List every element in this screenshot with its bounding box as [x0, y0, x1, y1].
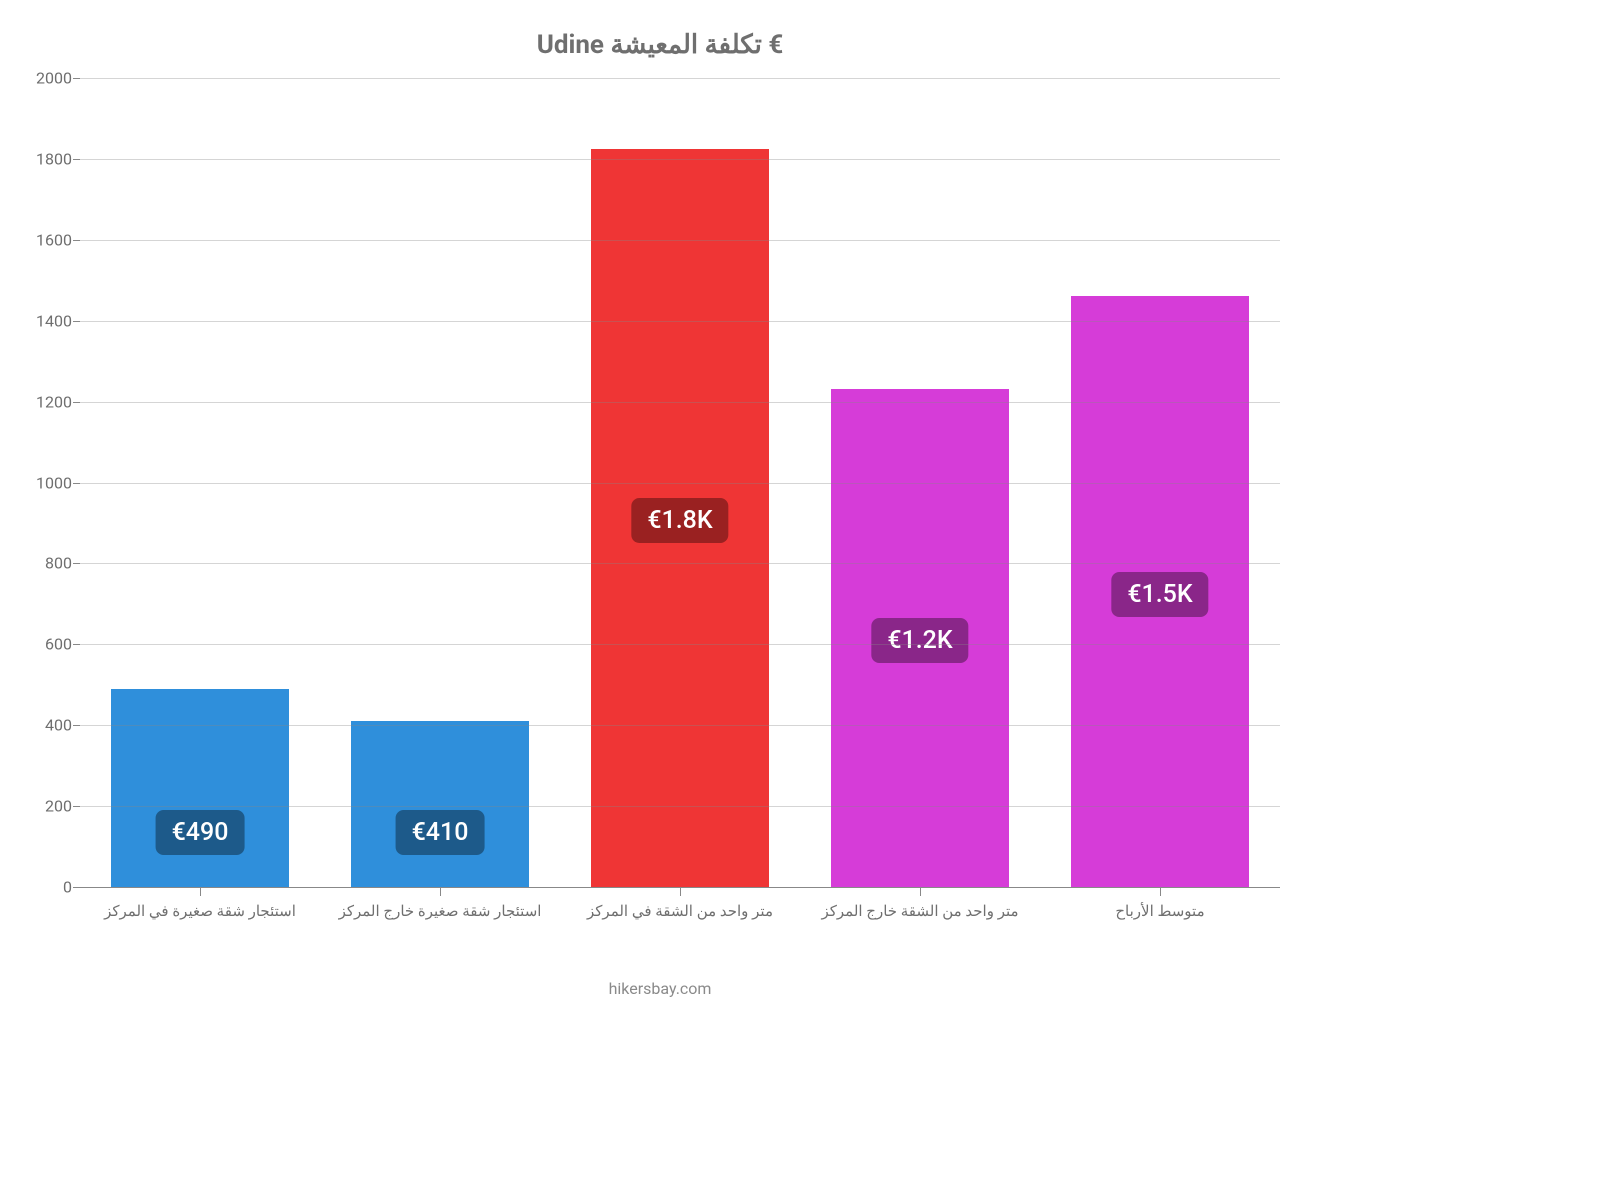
xtick: استئجار شقة صغيرة في المركز — [80, 902, 320, 920]
ytick-mark — [73, 725, 80, 726]
ytick-label: 1000 — [24, 473, 72, 492]
gridline — [80, 644, 1280, 645]
ytick-mark — [73, 563, 80, 564]
bar: €1.5K — [1071, 296, 1249, 887]
bar: €490 — [111, 689, 289, 887]
ytick-label: 0 — [24, 878, 72, 897]
ytick-label: 200 — [24, 797, 72, 816]
gridline — [80, 563, 1280, 564]
bar-value-label: €1.8K — [631, 498, 728, 543]
cost-of-living-chart: € تكلفة المعيشة Udine €490 €410 €1.8K €1.2K… — [20, 20, 1300, 1020]
bar: €1.2K — [831, 389, 1009, 887]
ytick-mark — [73, 159, 80, 160]
attribution-text: hikersbay.com — [20, 979, 1300, 998]
ytick-label: 1400 — [24, 311, 72, 330]
ytick-mark — [73, 806, 80, 807]
bar-value-label: €490 — [156, 810, 245, 855]
xtick: متر واحد من الشقة في المركز — [560, 902, 800, 920]
ytick-label: 2000 — [24, 69, 72, 88]
bar-value-label: €410 — [396, 810, 485, 855]
gridline — [80, 78, 1280, 79]
ytick-label: 600 — [24, 635, 72, 654]
ytick-mark — [73, 483, 80, 484]
ytick-label: 1800 — [24, 149, 72, 168]
xtick-label: متوسط الأرباح — [1040, 902, 1280, 920]
gridline — [80, 321, 1280, 322]
xtick-label: متر واحد من الشقة في المركز — [560, 902, 800, 920]
ytick-label: 800 — [24, 554, 72, 573]
ytick-label: 400 — [24, 716, 72, 735]
gridline — [80, 240, 1280, 241]
ytick-label: 1200 — [24, 392, 72, 411]
ytick-mark — [73, 321, 80, 322]
gridline — [80, 483, 1280, 484]
bar-value-label: €1.5K — [1111, 572, 1208, 617]
bar-value-label: €1.2K — [871, 618, 968, 663]
gridline — [80, 159, 1280, 160]
ytick-label: 1600 — [24, 230, 72, 249]
bar: €1.8K — [591, 149, 769, 887]
xtick-label: استئجار شقة صغيرة في المركز — [80, 902, 320, 920]
xtick: متوسط الأرباح — [1040, 902, 1280, 920]
ytick-mark — [73, 644, 80, 645]
chart-title: € تكلفة المعيشة Udine — [20, 20, 1300, 78]
ytick-mark — [73, 887, 80, 888]
ytick-mark — [73, 402, 80, 403]
ytick-mark — [73, 240, 80, 241]
bar: €410 — [351, 721, 529, 887]
xtick: استئجار شقة صغيرة خارج المركز — [320, 902, 560, 920]
plot-area: €490€410€1.8K€1.2K€1.5K 0200400600800100… — [80, 78, 1280, 888]
gridline — [80, 806, 1280, 807]
gridline — [80, 725, 1280, 726]
ytick-mark — [73, 78, 80, 79]
xtick-label: استئجار شقة صغيرة خارج المركز — [320, 902, 560, 920]
x-axis: استئجار شقة صغيرة في المركزاستئجار شقة ص… — [80, 888, 1280, 920]
gridline — [80, 402, 1280, 403]
xtick: متر واحد من الشقة خارج المركز — [800, 902, 1040, 920]
xtick-label: متر واحد من الشقة خارج المركز — [800, 902, 1040, 920]
